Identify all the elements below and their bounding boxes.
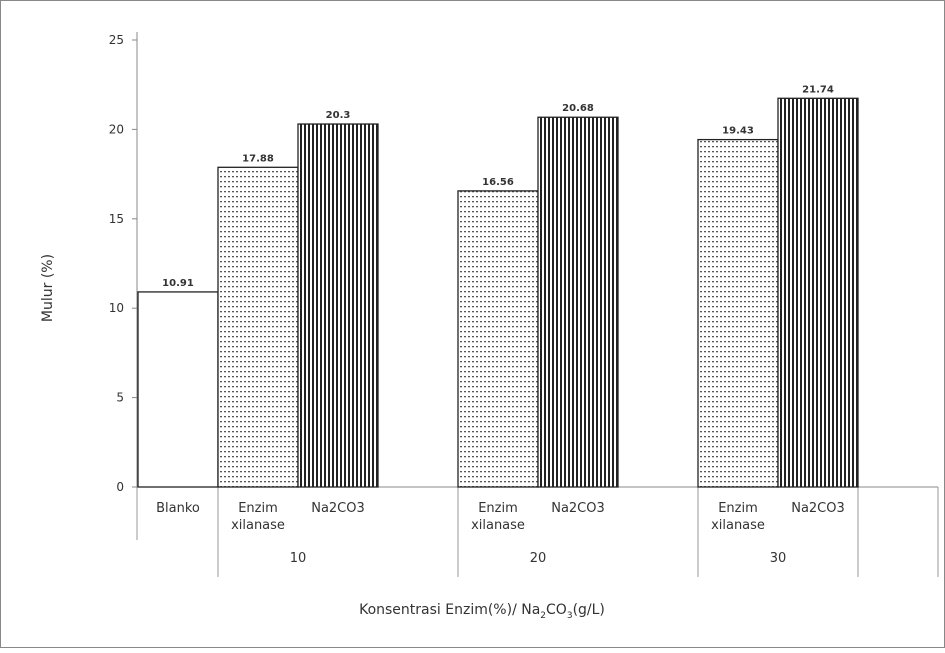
data-label: 21.74	[802, 84, 834, 95]
category-label: Enzim	[478, 501, 518, 516]
bars-layer	[137, 97, 859, 488]
y-tick-label: 10	[109, 301, 124, 315]
bar	[217, 166, 299, 488]
x-axis-label-part3: (g/L)	[573, 602, 605, 618]
bar	[537, 116, 619, 488]
bar	[697, 138, 779, 488]
data-label: 17.88	[242, 153, 274, 164]
category-label: Enzim	[238, 501, 278, 516]
data-label: 20.3	[326, 110, 351, 121]
category-label-line2: xilanase	[711, 518, 765, 533]
category-label: Na2CO3	[551, 501, 605, 516]
data-label: 19.43	[722, 126, 754, 137]
data-label: 10.91	[162, 278, 194, 289]
group-label: 20	[530, 551, 547, 566]
y-tick-label: 15	[109, 212, 124, 226]
x-axis-label-sub2: 3	[567, 611, 573, 621]
group-label: 30	[770, 551, 787, 566]
y-tick-label: 5	[116, 391, 124, 405]
category-label: Na2CO3	[311, 501, 365, 516]
x-axis-label-part2: CO	[546, 602, 567, 618]
x-axis-label-sub1: 2	[540, 611, 546, 621]
category-label-line2: xilanase	[471, 518, 525, 533]
category-label: Blanko	[156, 501, 200, 516]
labels-layer: 10.91 Blanko 17.88 Enzim xilanase 20.3 Na2CO3 1…	[156, 84, 845, 566]
y-tick-label: 20	[109, 122, 124, 136]
bar	[457, 190, 539, 488]
y-tick-label: 25	[109, 33, 124, 47]
data-label: 16.56	[482, 177, 514, 188]
x-axis-label: Konsentrasi Enzim(%)/ Na2CO3(g/L)	[359, 602, 605, 621]
bar	[777, 97, 859, 488]
y-tick-label: 0	[116, 480, 124, 494]
bar	[297, 123, 379, 488]
category-label: Enzim	[718, 501, 758, 516]
data-label: 20.68	[562, 103, 594, 114]
bar	[137, 291, 219, 488]
category-label-line2: xilanase	[231, 518, 285, 533]
category-label: Na2CO3	[791, 501, 845, 516]
group-label: 10	[290, 551, 307, 566]
y-axis-label: Mulur (%)	[40, 254, 56, 322]
x-axis-label-part1: Konsentrasi Enzim(%)/ Na	[359, 602, 540, 618]
